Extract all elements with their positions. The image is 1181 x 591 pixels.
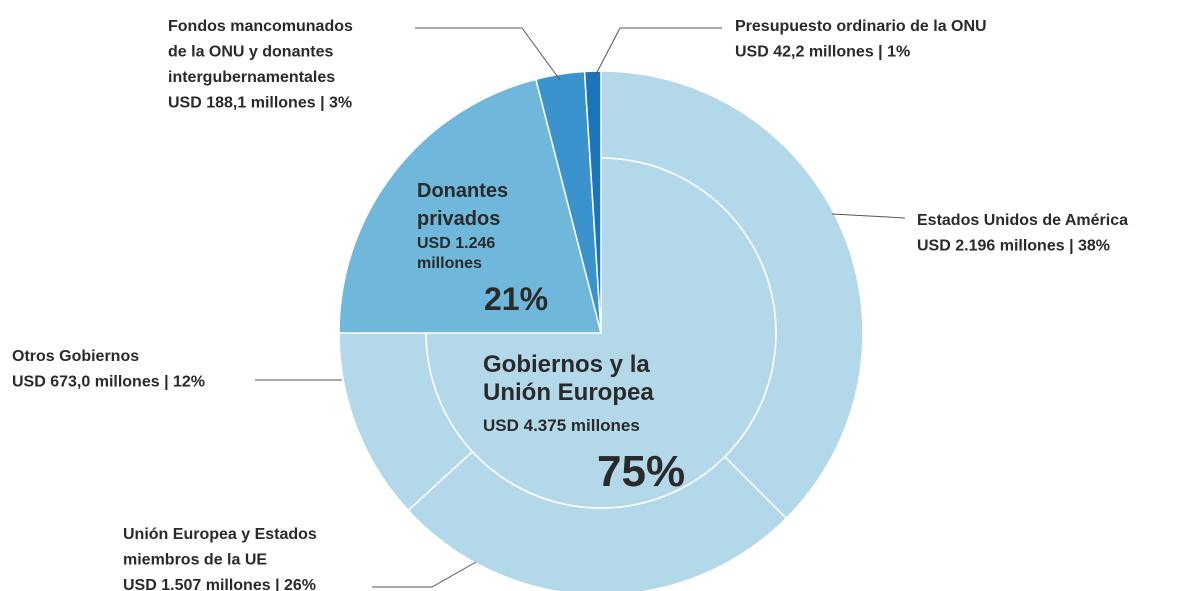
slice-name: Donantes (417, 180, 508, 202)
label-amount: USD 673,0 millones | 12% (12, 374, 205, 391)
slice-amount: USD 1.246 (417, 235, 495, 252)
label-name: Otros Gobiernos (12, 348, 139, 365)
leader-line (831, 213, 906, 219)
slice-amount: millones (417, 255, 482, 272)
slice-name: Gobiernos y la (483, 351, 650, 378)
slice-name: Unión Europea (483, 379, 654, 406)
leader-line (415, 27, 561, 81)
label-name: intergubernamentales (168, 69, 335, 86)
label-amount: USD 42,2 millones | 1% (735, 44, 910, 61)
slice (583, 70, 602, 334)
label-name: de la ONU y donantes (168, 44, 333, 61)
leader-line (372, 561, 477, 588)
slice-name: privados (417, 208, 500, 230)
label-amount: USD 188,1 millones | 3% (168, 95, 352, 112)
slice-value: 21% (484, 281, 548, 317)
label-amount: USD 2.196 millones | 38% (917, 238, 1110, 255)
slice (338, 78, 602, 334)
label-name: Estados Unidos de América (917, 212, 1128, 229)
inner-divider (425, 157, 777, 509)
leader-line (593, 27, 722, 79)
label-amount: USD 1.507 millones | 26% (123, 577, 316, 591)
label-name: Fondos mancomunados (168, 18, 353, 35)
slice-amount: USD 4.375 millones (483, 416, 640, 435)
label-name: Unión Europea y Estados (123, 526, 317, 543)
label-name: miembros de la UE (123, 552, 267, 569)
label-name: Presupuesto ordinario de la ONU (735, 18, 987, 35)
slice-value: 75% (597, 447, 685, 496)
